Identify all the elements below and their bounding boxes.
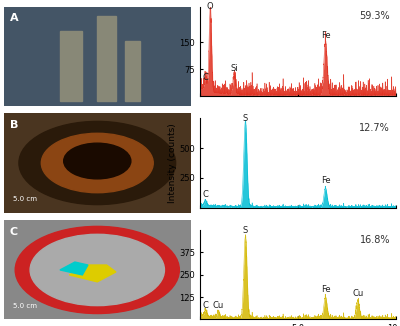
Text: S: S: [243, 114, 248, 123]
Circle shape: [15, 226, 179, 314]
Circle shape: [19, 121, 176, 205]
Bar: [125, 41, 140, 101]
Text: 5.0 cm: 5.0 cm: [13, 303, 37, 309]
Text: Fe: Fe: [321, 32, 330, 40]
Y-axis label: Intensity (counts): Intensity (counts): [168, 123, 177, 203]
Text: C: C: [203, 73, 208, 82]
Text: Fe: Fe: [321, 176, 330, 185]
Text: Si: Si: [230, 64, 238, 73]
Text: O: O: [207, 2, 214, 11]
Circle shape: [41, 133, 153, 193]
Text: 12.7%: 12.7%: [359, 123, 390, 133]
Text: B: B: [10, 120, 18, 130]
Text: 59.3%: 59.3%: [360, 11, 390, 21]
Polygon shape: [60, 262, 88, 275]
Text: 5.0 cm: 5.0 cm: [13, 196, 37, 202]
Bar: [60, 31, 82, 101]
Text: D: D: [171, 0, 181, 2]
Text: C: C: [203, 301, 208, 310]
Circle shape: [30, 234, 164, 305]
Text: Fe: Fe: [321, 286, 330, 294]
Text: Cu: Cu: [352, 289, 364, 298]
Bar: [97, 16, 116, 101]
Text: S: S: [243, 226, 248, 234]
Text: 16.8%: 16.8%: [360, 234, 390, 244]
Text: Cu: Cu: [213, 301, 224, 310]
Text: C: C: [203, 190, 208, 200]
Polygon shape: [69, 265, 116, 282]
Circle shape: [64, 143, 131, 179]
Text: A: A: [10, 13, 18, 23]
Text: C: C: [10, 227, 18, 237]
